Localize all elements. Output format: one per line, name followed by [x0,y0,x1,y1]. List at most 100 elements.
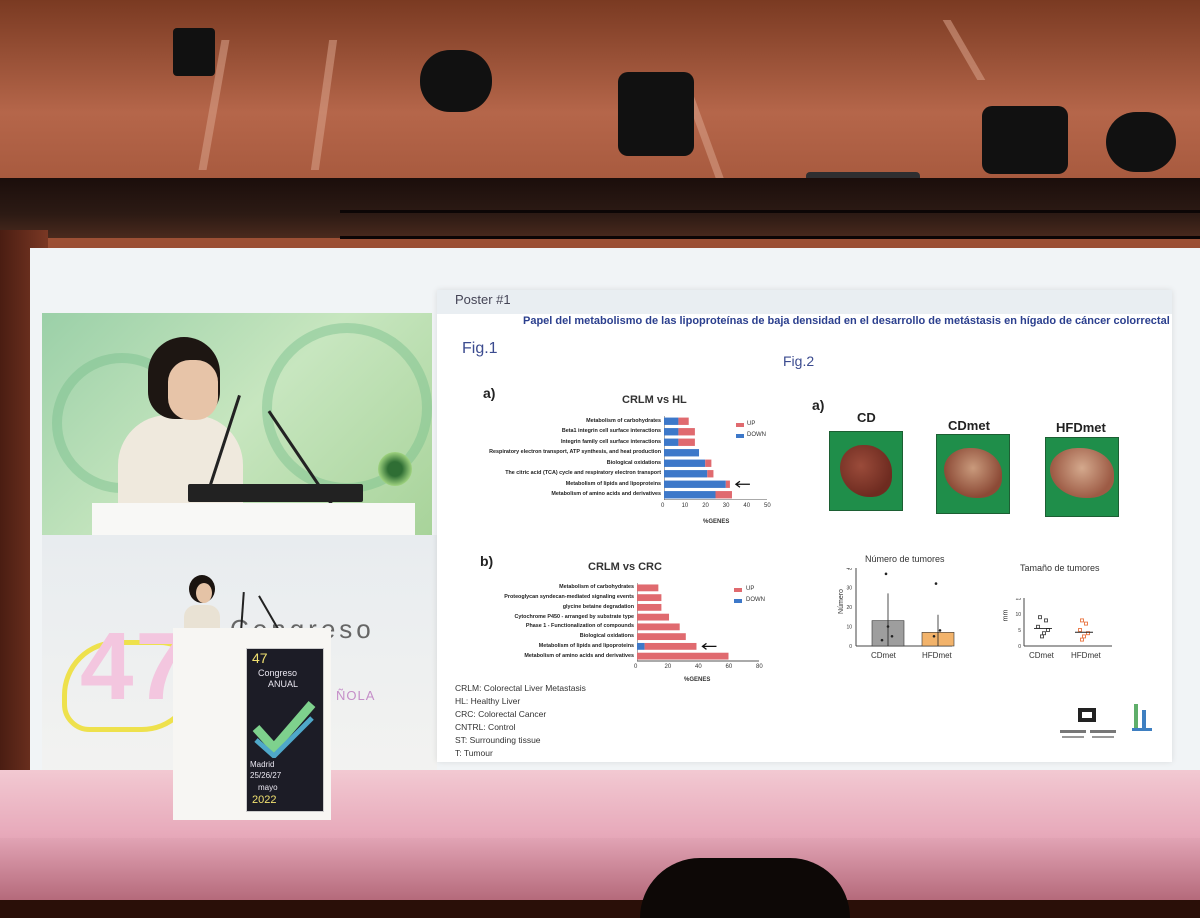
data-point [1080,618,1084,623]
stage-edge [0,838,1200,900]
chart1-plot [664,416,767,500]
tumor-count-group-2: HFDmet [922,651,952,660]
abbreviation: CRLM: Colorectal Liver Metastasis [455,683,586,693]
x-tick: 40 [695,664,702,670]
bar-up [725,480,730,488]
y-tick: 5 [1018,628,1021,634]
stage-light [1106,112,1176,172]
category-label: The citric acid (TCA) cycle and respirat… [505,470,661,477]
fig2-label: Fig.2 [783,353,815,369]
data-point [886,625,890,628]
data-point [880,638,884,642]
podium-month: mayo [258,783,278,792]
backdrop-number: 47 [80,613,191,720]
data-point [932,634,936,638]
x-tick: 20 [664,664,672,670]
bar-down [664,491,716,499]
abbreviation: ST: Surrounding tissue [455,735,541,745]
tumor-size-ylabel: mm [1002,609,1010,622]
y-tick: 30 [846,586,852,592]
research-logo [1132,704,1152,731]
x-tick: 40 [743,503,751,509]
bar-up [637,603,662,611]
bar-up [678,417,689,425]
abbreviation: T: Tumour [455,748,493,758]
tumor-count-group-1: CDmet [871,651,896,660]
fig1-label: Fig.1 [462,340,498,357]
bar-down [664,438,679,446]
data-point [1080,637,1084,642]
podium-number: 47 [252,650,268,666]
legend-up-swatch [736,423,744,427]
bar-up [678,438,695,446]
abbreviation: HL: Healthy Liver [455,696,521,706]
bar-down [637,642,645,650]
stage-light [982,106,1068,174]
x-tick: 60 [725,664,733,670]
x-tick: 0 [634,664,638,670]
category-label: Metabolism of amino acids and derivative… [524,652,634,659]
x-tick: 30 [722,503,730,509]
tumor-size-group-2: HFDmet [1071,651,1101,660]
bar-down [664,449,700,457]
tumor-size-group-1: CDmet [1029,651,1054,660]
speaker-face [168,360,218,420]
chart2-plot [637,583,759,662]
liver-image [840,445,892,497]
bar-up [637,633,686,641]
legend-down-swatch [736,434,744,438]
category-label: Biological oxidations [579,633,634,640]
liver-image [1050,448,1114,498]
podium-line1: Congreso [258,668,298,678]
category-label: Proteoglycan syndecan-mediated signaling… [504,594,634,601]
legend-down-swatch [734,599,742,603]
category-label: Phase 1 - Functionalization of compounds [525,623,634,630]
bar-up [637,594,662,602]
arrow-icon [734,480,750,488]
tumor-count-plot: 0 10 20 30 40 [846,568,955,650]
y-tick: 10 [846,625,852,631]
x-tick: 10 [681,503,689,509]
bar-down [664,459,706,467]
bar-up [715,491,732,499]
tumor-size-plot: 0 5 10 15 [1015,598,1112,650]
stage-light [618,72,694,156]
data-point [1082,634,1086,639]
x-tick: 20 [702,503,709,509]
x-tick: 80 [756,664,763,670]
data-point [1086,631,1090,636]
bar-up [707,470,714,478]
legend-down-label: DOWN [747,432,766,438]
bar-down [664,480,726,488]
tumor-size-title: Tamaño de tumores [1020,563,1100,573]
chart1-xlabel: %GENES [703,519,730,525]
x-tick: 0 [661,503,665,509]
poster-number: Poster #1 [455,292,511,307]
university-logo [1060,708,1116,738]
category-label: Metabolism of carbohydrates [559,584,634,591]
abbreviation: CNTRL: Control [455,722,516,732]
data-point [890,634,894,638]
truss-bar [340,236,1200,239]
bar-up [637,623,680,631]
podium-line2: ANUAL [268,679,299,689]
data-point [1042,631,1046,636]
category-label: Metabolism of lipids and lipoproteins [538,642,634,649]
data-point [934,582,938,585]
stage-light [173,28,215,76]
stage-light [420,50,492,112]
x-tick: 50 [764,503,771,509]
category-label: Metabolism of amino acids and derivative… [551,491,661,498]
bar-up [637,613,670,621]
legend-down-label: DOWN [746,597,765,603]
y-tick: 15 [1015,598,1021,602]
backdrop-suffix: ÑOLA [336,688,376,703]
data-point [1084,621,1088,626]
bar-up [705,459,712,467]
category-label: Integrin family cell surface interaction… [560,438,661,445]
category-label: Respiratory electron transport, ATP synt… [489,449,661,456]
legend-up-label: UP [746,586,755,592]
bar-up [678,428,695,436]
poster-title: Papel del metabolismo de las lipoproteín… [523,315,1170,327]
category-label: Metabolism of carbohydrates [586,417,661,424]
